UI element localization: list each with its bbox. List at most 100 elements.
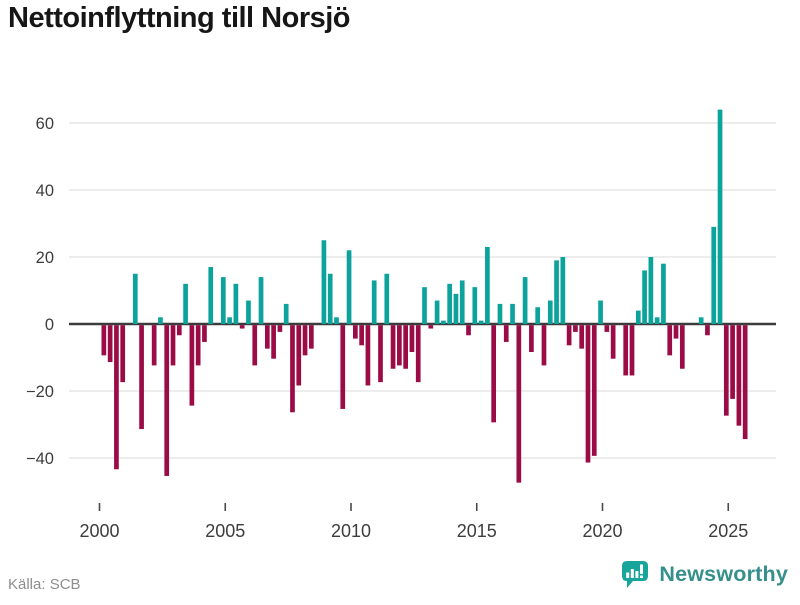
bar-2023-Q4 (698, 317, 704, 324)
bar-2016-Q2 (510, 303, 515, 324)
bar-2008-Q1 (302, 325, 308, 356)
x-tick-label: 2000 (79, 521, 119, 541)
newsworthy-logo[interactable]: Newsworthy (620, 557, 788, 591)
x-tick-label: 2010 (331, 521, 371, 541)
bar-2000-Q3 (114, 325, 119, 470)
bar-2007-Q2 (283, 303, 289, 324)
bar-2023-Q1 (679, 325, 685, 369)
bar-2003-Q2 (183, 283, 188, 324)
bar-2016-Q1 (503, 325, 509, 342)
bar-2009-Q1 (327, 273, 333, 324)
bar-2016-Q4 (522, 277, 528, 324)
bar-2007-Q3 (290, 325, 295, 413)
bar-2010-Q1 (353, 325, 358, 339)
bar-2000-Q2 (107, 325, 113, 363)
bar-2005-Q2 (233, 283, 239, 324)
bar-2011-Q4 (397, 325, 402, 366)
bar-2024-Q3 (717, 109, 723, 324)
bar-2012-Q3 (415, 325, 421, 383)
bar-2010-Q3 (365, 325, 371, 386)
bar-2004-Q1 (202, 325, 207, 342)
bar-2001-Q3 (139, 325, 144, 430)
bar-2007-Q4 (296, 325, 302, 386)
bar-2014-Q4 (472, 287, 478, 324)
bar-2011-Q1 (378, 325, 383, 383)
x-tick-label: 2015 (457, 521, 497, 541)
bar-2020-Q2 (610, 325, 616, 359)
bar-2006-Q1 (252, 325, 258, 366)
y-tick-label: 40 (36, 182, 54, 200)
bar-2008-Q2 (308, 325, 314, 349)
bar-2011-Q3 (390, 325, 396, 369)
bar-2003-Q1 (176, 325, 182, 336)
x-tick-label: 2025 (708, 521, 748, 541)
bar-2020-Q1 (604, 325, 610, 332)
bar-2021-Q3 (642, 270, 647, 324)
bar-2018-Q1 (554, 260, 559, 324)
brand-name: Newsworthy (659, 561, 788, 586)
bar-2002-Q3 (164, 325, 170, 476)
y-tick-label: −40 (26, 450, 54, 468)
bar-2006-Q4 (271, 325, 276, 359)
bar-2022-Q3 (667, 325, 673, 356)
bar-2013-Q2 (434, 300, 440, 324)
bar-2002-Q4 (170, 325, 176, 366)
bar-2021-Q1 (629, 325, 635, 376)
bar-2014-Q2 (459, 280, 465, 324)
bar-2002-Q2 (158, 317, 163, 324)
bar-2024-Q1 (705, 325, 710, 336)
source-note: Källa: SCB (8, 576, 81, 593)
bar-2014-Q1 (453, 293, 459, 324)
bar-2022-Q4 (673, 325, 679, 339)
bar-2004-Q4 (220, 277, 226, 324)
bar-2012-Q2 (409, 325, 415, 352)
bar-2019-Q2 (585, 325, 591, 463)
bar-2021-Q4 (648, 257, 654, 324)
bar-2007-Q1 (277, 325, 283, 332)
bar-2001-Q2 (132, 273, 138, 324)
bar-2013-Q3 (441, 320, 446, 324)
bar-2002-Q1 (151, 325, 157, 366)
bar-2005-Q1 (227, 317, 232, 324)
bar-2019-Q3 (591, 325, 597, 456)
bar-2020-Q4 (623, 325, 629, 376)
page-title: Nettoinflyttning till Norsjö (8, 2, 351, 34)
bar-2015-Q3 (491, 325, 497, 423)
bar-2011-Q2 (384, 273, 390, 324)
bar-2025-Q2 (736, 325, 742, 426)
bar-2014-Q3 (466, 325, 471, 336)
bar-2024-Q4 (723, 325, 729, 416)
bar-2016-Q3 (516, 325, 522, 483)
bar-2015-Q2 (485, 246, 490, 324)
bar-2000-Q4 (120, 325, 126, 383)
bar-2018-Q2 (560, 257, 566, 324)
bar-2019-Q4 (598, 300, 603, 324)
x-tick-label: 2020 (582, 521, 622, 541)
bar-2013-Q1 (428, 325, 434, 329)
bar-2008-Q4 (321, 240, 327, 324)
bar-2010-Q4 (371, 280, 377, 324)
bar-2009-Q2 (334, 317, 339, 324)
bar-2003-Q3 (189, 325, 195, 406)
bar-2022-Q2 (661, 263, 666, 324)
bar-2018-Q3 (566, 325, 572, 346)
y-tick-label: −20 (26, 383, 54, 401)
bar-2000-Q1 (101, 325, 107, 356)
bar-2004-Q2 (208, 267, 214, 324)
bar-2009-Q3 (340, 325, 346, 409)
bar-2012-Q1 (403, 325, 408, 369)
bar-2024-Q2 (711, 226, 717, 324)
bar-2006-Q2 (258, 277, 264, 324)
bar-2022-Q1 (654, 317, 660, 324)
bar-2009-Q4 (346, 250, 352, 324)
bar-2025-Q3 (742, 325, 748, 440)
bar-2005-Q4 (246, 300, 251, 324)
bar-2025-Q1 (730, 325, 735, 399)
bar-2010-Q2 (359, 325, 364, 346)
bar-2003-Q4 (195, 325, 201, 366)
bar-2013-Q4 (447, 283, 453, 324)
bar-2017-Q1 (529, 325, 534, 352)
bar-2006-Q3 (264, 325, 270, 349)
